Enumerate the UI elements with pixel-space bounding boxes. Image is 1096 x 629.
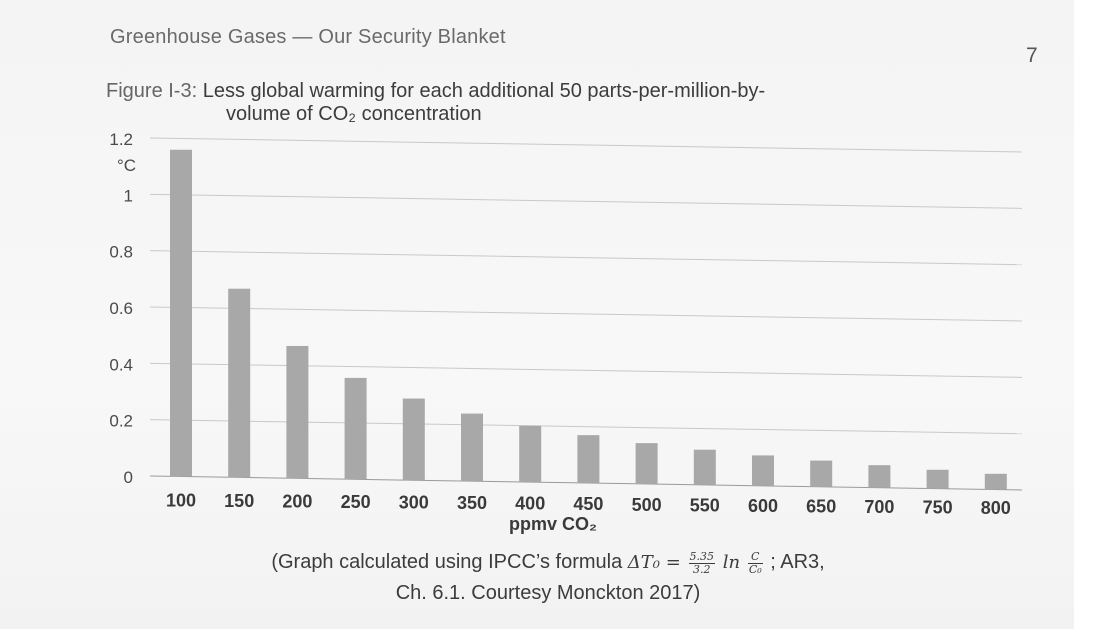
x-tick-label: 150 bbox=[224, 491, 254, 511]
x-tick-label: 350 bbox=[457, 493, 487, 513]
y-axis-label: °C bbox=[117, 156, 136, 175]
bar-650 bbox=[810, 460, 833, 487]
running-title: Greenhouse Gases — Our Security Blanket bbox=[110, 26, 506, 48]
source-prefix: (Graph calculated using IPCC’s formula bbox=[271, 551, 628, 573]
formula-ln: ln bbox=[717, 552, 746, 573]
formula-lhs: ΔT₀ = bbox=[627, 552, 687, 573]
formula-c: C bbox=[747, 550, 763, 564]
gridline bbox=[149, 250, 1023, 266]
caption-line-2: volume of CO₂ concentration bbox=[226, 103, 482, 125]
y-tick-label: 0.6 bbox=[109, 299, 133, 318]
x-tick-label: 800 bbox=[981, 498, 1011, 518]
bar-150 bbox=[228, 288, 251, 478]
x-tick-label: 700 bbox=[864, 497, 894, 517]
formula-numerator: 5.35 bbox=[688, 549, 716, 564]
formula-denominator: 3.2 bbox=[693, 562, 711, 576]
source-note: (Graph calculated using IPCC’s formula Δ… bbox=[0, 547, 1096, 609]
formula-c0: C₀ bbox=[748, 562, 762, 576]
source-line-2: Ch. 6.1. Courtesy Monckton 2017) bbox=[395, 582, 701, 604]
page-number: 7 bbox=[1026, 44, 1038, 67]
x-tick-label: 200 bbox=[282, 491, 312, 511]
bar-200 bbox=[286, 345, 309, 479]
bar-600 bbox=[752, 455, 774, 486]
x-tick-label: 600 bbox=[748, 496, 778, 516]
gridline bbox=[149, 137, 1023, 153]
bar-250 bbox=[344, 377, 367, 480]
bar-350 bbox=[461, 413, 483, 482]
y-tick-label: 1.2 bbox=[109, 130, 133, 149]
gridline bbox=[149, 362, 1023, 378]
gridline bbox=[149, 193, 1023, 209]
y-tick-label: 0 bbox=[124, 468, 133, 487]
bar-800 bbox=[984, 473, 1007, 490]
formula-fraction: 5.35 3.2 bbox=[688, 549, 716, 576]
bar-450 bbox=[577, 435, 600, 484]
x-tick-label: 650 bbox=[806, 496, 836, 516]
y-tick-label: 1 bbox=[124, 186, 133, 205]
page-edge bbox=[1074, 0, 1096, 629]
x-axis-title: ppmv CO₂ bbox=[509, 514, 597, 534]
bar-300 bbox=[402, 398, 425, 481]
caption-line-1: Less global warming for each additional … bbox=[202, 80, 766, 102]
x-tick-label: 750 bbox=[923, 498, 953, 518]
bar-700 bbox=[868, 465, 891, 488]
bar-500 bbox=[635, 443, 658, 484]
bar-400 bbox=[519, 425, 542, 483]
x-tick-label: 250 bbox=[341, 492, 371, 512]
x-tick-label: 450 bbox=[573, 494, 603, 514]
formula-ratio: C C₀ bbox=[747, 550, 763, 576]
x-tick-label: 100 bbox=[166, 490, 196, 510]
source-line-1: (Graph calculated using IPCC’s formula Δ… bbox=[0, 547, 1096, 578]
figure-label: Figure I-3: bbox=[106, 80, 198, 102]
y-tick-label: 0.2 bbox=[109, 412, 133, 431]
x-tick-label: 500 bbox=[632, 495, 662, 515]
gridline bbox=[149, 306, 1023, 322]
x-tick-label: 400 bbox=[515, 494, 545, 514]
x-tick-label: 300 bbox=[399, 493, 429, 513]
bar-750 bbox=[926, 469, 949, 489]
figure-caption: Figure I-3: Less global warming for each… bbox=[106, 80, 765, 126]
y-tick-label: 0.4 bbox=[109, 355, 133, 374]
y-tick-label: 0.8 bbox=[109, 243, 133, 262]
x-tick-label: 550 bbox=[690, 495, 720, 515]
source-suffix: ; AR3, bbox=[764, 551, 825, 573]
bar-100 bbox=[170, 149, 192, 477]
bar-550 bbox=[693, 449, 716, 485]
gridline bbox=[149, 419, 1023, 435]
formula: ΔT₀ = 5.35 3.2 ln C C₀ bbox=[627, 549, 765, 576]
